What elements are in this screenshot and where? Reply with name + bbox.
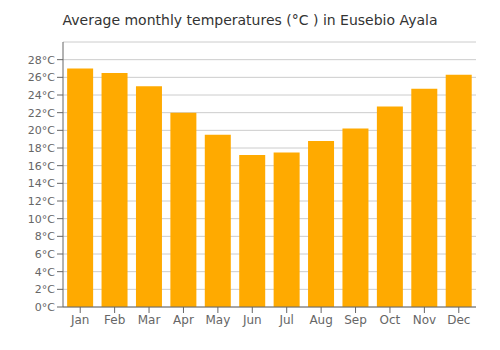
svg-text:0°C: 0°C bbox=[35, 301, 55, 314]
svg-text:16°C: 16°C bbox=[28, 160, 55, 173]
svg-text:Nov: Nov bbox=[413, 313, 436, 327]
svg-text:Oct: Oct bbox=[380, 313, 401, 327]
svg-text:22°C: 22°C bbox=[28, 107, 55, 120]
svg-text:28°C: 28°C bbox=[28, 54, 55, 67]
svg-text:Dec: Dec bbox=[447, 313, 470, 327]
svg-text:Jan: Jan bbox=[70, 313, 90, 327]
svg-text:6°C: 6°C bbox=[35, 248, 55, 261]
svg-text:8°C: 8°C bbox=[35, 230, 55, 243]
svg-text:12°C: 12°C bbox=[28, 195, 55, 208]
svg-text:Apr: Apr bbox=[173, 313, 194, 327]
svg-text:Jul: Jul bbox=[278, 313, 293, 327]
html-text:Average monthly temperatures (: Average monthly temperatures (°C ) in Eu… bbox=[62, 12, 438, 28]
svg-text:26°C: 26°C bbox=[28, 71, 55, 84]
svg-text:Feb: Feb bbox=[104, 313, 125, 327]
svg-text:Jun: Jun bbox=[242, 313, 262, 327]
svg-text:20°C: 20°C bbox=[28, 124, 55, 137]
svg-text:18°C: 18°C bbox=[28, 142, 55, 155]
svg-text:24°C: 24°C bbox=[28, 89, 55, 102]
svg-text:Mar: Mar bbox=[138, 313, 161, 327]
svg-text:2°C: 2°C bbox=[35, 283, 55, 296]
svg-text:4°C: 4°C bbox=[35, 266, 55, 279]
svg-text:Aug: Aug bbox=[309, 313, 332, 327]
svg-text:10°C: 10°C bbox=[28, 213, 55, 226]
svg-text:14°C: 14°C bbox=[28, 177, 55, 190]
svg-text:Sep: Sep bbox=[344, 313, 367, 327]
svg-text:May: May bbox=[205, 313, 230, 327]
